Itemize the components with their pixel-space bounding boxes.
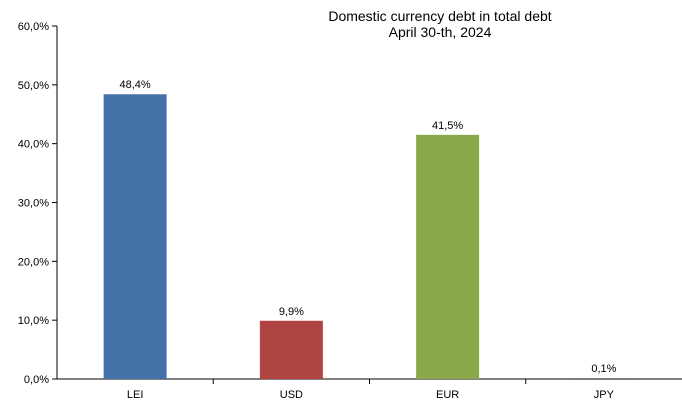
x-category-label: USD [280,389,303,401]
y-tick-label: 50,0% [18,80,49,92]
y-tick-label: 10,0% [18,315,49,327]
x-category-label: JPY [594,389,615,401]
bar-eur [416,134,480,379]
bar-value-label: 0,1% [591,363,616,375]
bar-jpy [572,378,636,379]
y-tick-label: 40,0% [18,139,49,151]
y-tick-label: 30,0% [18,198,49,210]
bar-value-label: 48,4% [120,79,151,91]
chart-title-line-1: Domestic currency debt in total debt [328,8,552,24]
bar-value-label: 41,5% [432,120,463,132]
bar-usd [259,320,323,379]
bar-lei [103,94,167,379]
bar-value-label: 9,9% [279,306,304,318]
x-category-label: LEI [127,389,144,401]
x-category-label: EUR [436,389,459,401]
y-tick-label: 60,0% [18,21,49,33]
y-tick-label: 20,0% [18,256,49,268]
chart-title-line-2: April 30-th, 2024 [388,24,492,40]
y-tick-label: 0,0% [24,374,49,386]
